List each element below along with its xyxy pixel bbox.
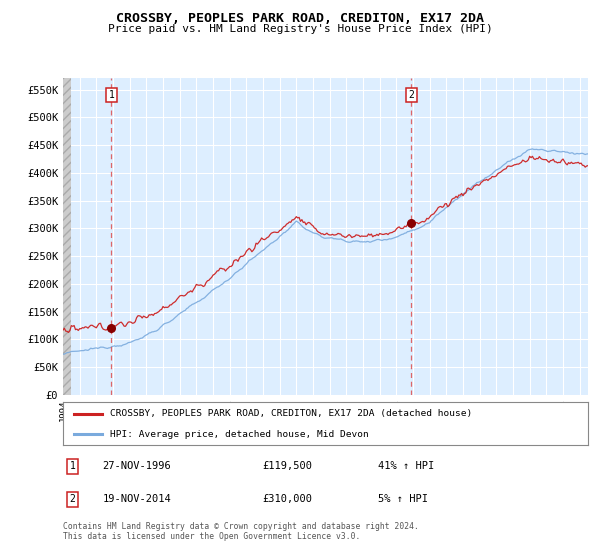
Text: 1: 1	[109, 90, 114, 100]
Text: £119,500: £119,500	[263, 461, 313, 472]
Text: 2: 2	[409, 90, 414, 100]
Text: CROSSBY, PEOPLES PARK ROAD, CREDITON, EX17 2DA (detached house): CROSSBY, PEOPLES PARK ROAD, CREDITON, EX…	[110, 409, 473, 418]
Text: 1: 1	[70, 461, 76, 472]
Text: 19-NOV-2014: 19-NOV-2014	[103, 494, 171, 505]
Text: £310,000: £310,000	[263, 494, 313, 505]
Bar	[63, 78, 71, 395]
Text: 41% ↑ HPI: 41% ↑ HPI	[378, 461, 434, 472]
Text: HPI: Average price, detached house, Mid Devon: HPI: Average price, detached house, Mid …	[110, 430, 369, 439]
Text: 5% ↑ HPI: 5% ↑ HPI	[378, 494, 428, 505]
Text: 2: 2	[70, 494, 76, 505]
Text: Contains HM Land Registry data © Crown copyright and database right 2024.
This d: Contains HM Land Registry data © Crown c…	[63, 522, 419, 542]
Text: CROSSBY, PEOPLES PARK ROAD, CREDITON, EX17 2DA: CROSSBY, PEOPLES PARK ROAD, CREDITON, EX…	[116, 12, 484, 25]
Text: Price paid vs. HM Land Registry's House Price Index (HPI): Price paid vs. HM Land Registry's House …	[107, 24, 493, 34]
Text: 27-NOV-1996: 27-NOV-1996	[103, 461, 171, 472]
